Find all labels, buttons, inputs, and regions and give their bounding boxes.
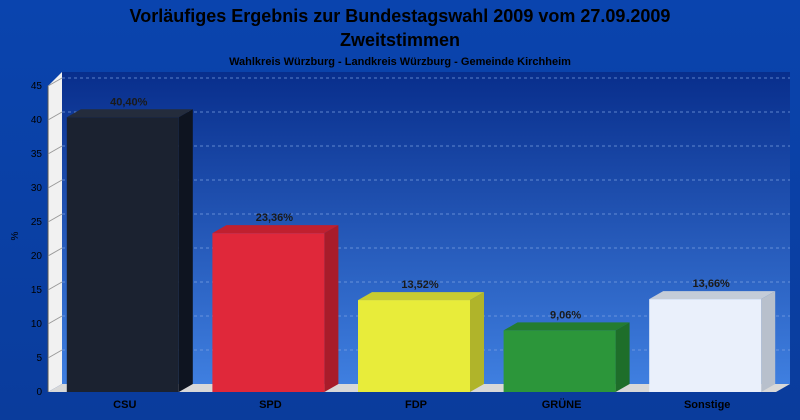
bar bbox=[66, 117, 179, 392]
bar-grüne: 9,06% bbox=[503, 309, 630, 392]
y-tick-label: 0 bbox=[36, 387, 42, 398]
bar-fdp: 13,52% bbox=[358, 279, 484, 392]
grid-line-wall bbox=[47, 349, 63, 359]
y-tick-label: 45 bbox=[31, 81, 43, 92]
grid-line-wall bbox=[47, 145, 63, 155]
x-tick-label: FDP bbox=[405, 399, 427, 411]
y-axis-ticks: 0 5 10 15 20 25 30 35 40 45 bbox=[31, 81, 43, 398]
bar-side bbox=[178, 109, 193, 392]
bar bbox=[358, 300, 470, 392]
x-axis-labels: CSU SPD FDP GRÜNE Sonstige bbox=[113, 398, 730, 411]
chart-title: Vorläufiges Ergebnis zur Bundestagswahl … bbox=[130, 6, 671, 26]
bar-value-label: 13,52% bbox=[401, 279, 439, 291]
y-tick-label: 30 bbox=[31, 183, 43, 194]
grid-line-wall bbox=[47, 179, 63, 189]
bar-sonstige: 13,66% bbox=[649, 278, 776, 392]
bar-top bbox=[212, 225, 339, 234]
bar bbox=[503, 330, 616, 392]
bar-side bbox=[615, 322, 630, 392]
bar bbox=[212, 233, 325, 392]
grid-line-wall bbox=[47, 213, 63, 223]
bar-top bbox=[66, 109, 193, 118]
y-tick-label: 40 bbox=[31, 115, 43, 126]
bar-csu: 40,40% bbox=[66, 96, 193, 392]
bar-side bbox=[324, 225, 339, 392]
grid-line-wall bbox=[47, 111, 63, 121]
x-tick-label: CSU bbox=[113, 399, 136, 411]
bar-spd: 23,36% bbox=[212, 212, 339, 392]
y-tick-label: 20 bbox=[31, 251, 43, 262]
bar-top bbox=[358, 292, 484, 301]
x-tick-label: SPD bbox=[259, 399, 282, 411]
grid-line-wall bbox=[47, 281, 63, 291]
bar-value-label: 40,40% bbox=[110, 96, 148, 108]
x-tick-label: Sonstige bbox=[684, 399, 730, 411]
plot-left-wall bbox=[48, 72, 62, 392]
chart-title-line2: Zweitstimmen bbox=[340, 30, 460, 50]
bar-side bbox=[470, 292, 484, 392]
grid-line-wall bbox=[47, 247, 63, 257]
y-tick-label: 10 bbox=[31, 319, 43, 330]
bar-side bbox=[761, 291, 776, 392]
y-tick-label: 25 bbox=[31, 217, 43, 228]
y-tick-label: 35 bbox=[31, 149, 43, 160]
bar-value-label: 13,66% bbox=[693, 278, 731, 290]
y-tick-label: 5 bbox=[36, 353, 42, 364]
y-axis-label: % bbox=[10, 231, 21, 240]
bar-top bbox=[503, 322, 630, 331]
bar-value-label: 23,36% bbox=[256, 212, 294, 224]
bar bbox=[649, 299, 762, 392]
bar-value-label: 9,06% bbox=[550, 309, 581, 321]
grid-line-wall bbox=[47, 315, 63, 325]
bars: 40,40% 23,36% 13,52% 9,06% 13,66% bbox=[66, 96, 776, 392]
grid-line-wall bbox=[47, 77, 63, 87]
bar-top bbox=[649, 291, 776, 300]
x-tick-label: GRÜNE bbox=[542, 398, 582, 411]
y-tick-label: 15 bbox=[31, 285, 43, 296]
chart-subtitle: Wahlkreis Würzburg - Landkreis Würzburg … bbox=[229, 56, 571, 68]
